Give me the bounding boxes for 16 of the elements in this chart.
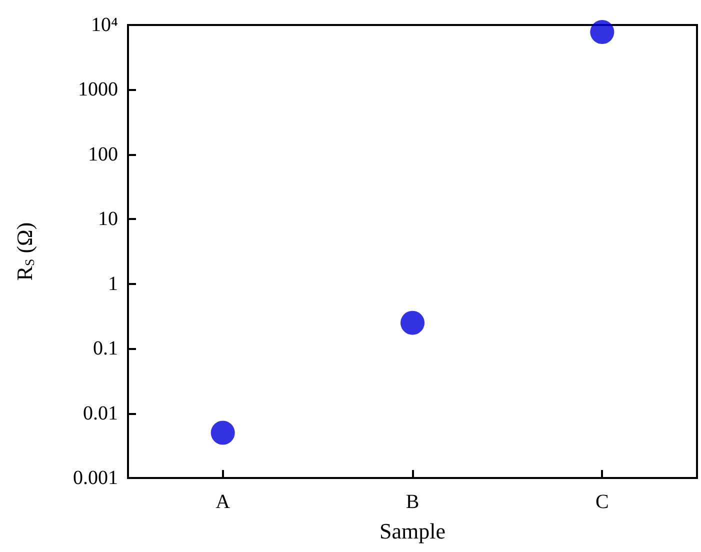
y-tick-label: 10 xyxy=(98,208,118,230)
y-tick-label: 0.001 xyxy=(73,467,118,489)
x-tick-label: C xyxy=(595,491,609,513)
y-tick-label: 1 xyxy=(108,272,118,295)
y-tick-label: 1000 xyxy=(78,78,118,101)
y-tick-label: 0.01 xyxy=(83,402,118,424)
x-axis-title: Sample xyxy=(380,518,446,544)
y-axis-title: RS (Ω) xyxy=(12,222,37,281)
y-tick-label: 10⁴ xyxy=(91,14,118,36)
point xyxy=(210,420,235,445)
point xyxy=(400,310,424,335)
x-tick-label: A xyxy=(216,491,231,513)
y-tick-label: 100 xyxy=(88,143,118,166)
y-tick-label: 0.1 xyxy=(93,338,118,360)
x-tick-label: B xyxy=(406,491,420,513)
point xyxy=(590,20,614,44)
